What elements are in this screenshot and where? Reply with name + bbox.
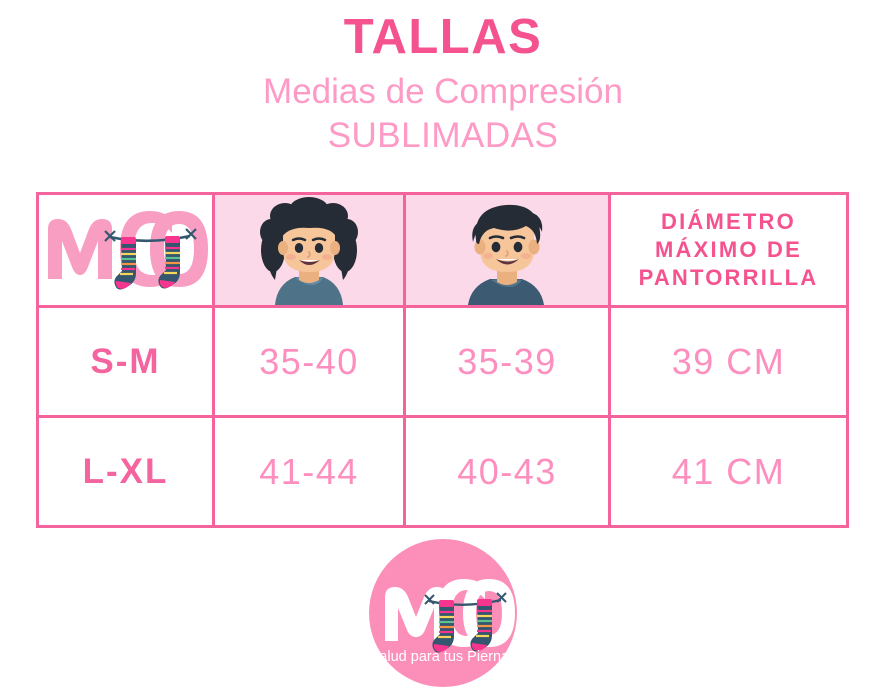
page-subtitle-line1: Medias de Compresión [263,72,623,112]
male-size-value: 40-43 [457,450,557,492]
size-chart-table: DIÁMETRO MÁXIMO DE PANTORRILLA S-M 35-40… [36,192,849,528]
sock-right-icon [157,236,180,289]
table-row: L-XL 41-44 40-43 41 CM [36,415,849,528]
row-size-cell: L-XL [36,415,215,528]
brand-wordmark-cell [36,192,215,308]
diameter-header-line1: DIÁMETRO [661,208,796,234]
sock-left-icon [113,237,136,290]
male-header-cell [403,192,611,308]
brand-tagline: Salud para tus Piernas [370,649,517,665]
mco-wordmark-logo [47,211,208,290]
female-header-cell [212,192,406,308]
male-avatar-icon [468,204,544,304]
diameter-header-line3: PANTORRILLA [638,265,819,291]
female-avatar-icon [260,197,358,304]
row-male-cell: 35-39 [403,305,611,418]
male-size-value: 35-39 [457,340,557,382]
size-label: L-XL [82,451,169,491]
diameter-header-line2: MÁXIMO DE [655,236,802,262]
mco-circle-logo: Salud para tus Piernas [369,539,517,687]
row-size-cell: S-M [36,305,215,418]
female-size-value: 41-44 [259,450,359,492]
row-female-cell: 41-44 [212,415,406,528]
table-row: S-M 35-40 35-39 39 CM [36,305,849,418]
diameter-value: 39 CM [671,340,786,382]
diameter-header-label: DIÁMETRO MÁXIMO DE PANTORRILLA [611,208,846,292]
diameter-header-cell: DIÁMETRO MÁXIMO DE PANTORRILLA [608,192,849,308]
table-header-row: DIÁMETRO MÁXIMO DE PANTORRILLA [36,192,849,308]
row-diameter-cell: 41 CM [608,415,849,528]
size-label: S-M [90,341,161,381]
row-diameter-cell: 39 CM [608,305,849,418]
header-block: TALLAS Medias de Compresión SUBLIMADAS [0,10,886,158]
page-subtitle-line2: SUBLIMADAS [327,116,559,156]
female-size-value: 35-40 [259,340,359,382]
page-title: TALLAS [343,10,543,64]
sock-right-icon [470,599,492,652]
row-female-cell: 35-40 [212,305,406,418]
row-male-cell: 40-43 [403,415,611,528]
diameter-value: 41 CM [671,450,786,492]
sock-left-icon [432,600,454,653]
